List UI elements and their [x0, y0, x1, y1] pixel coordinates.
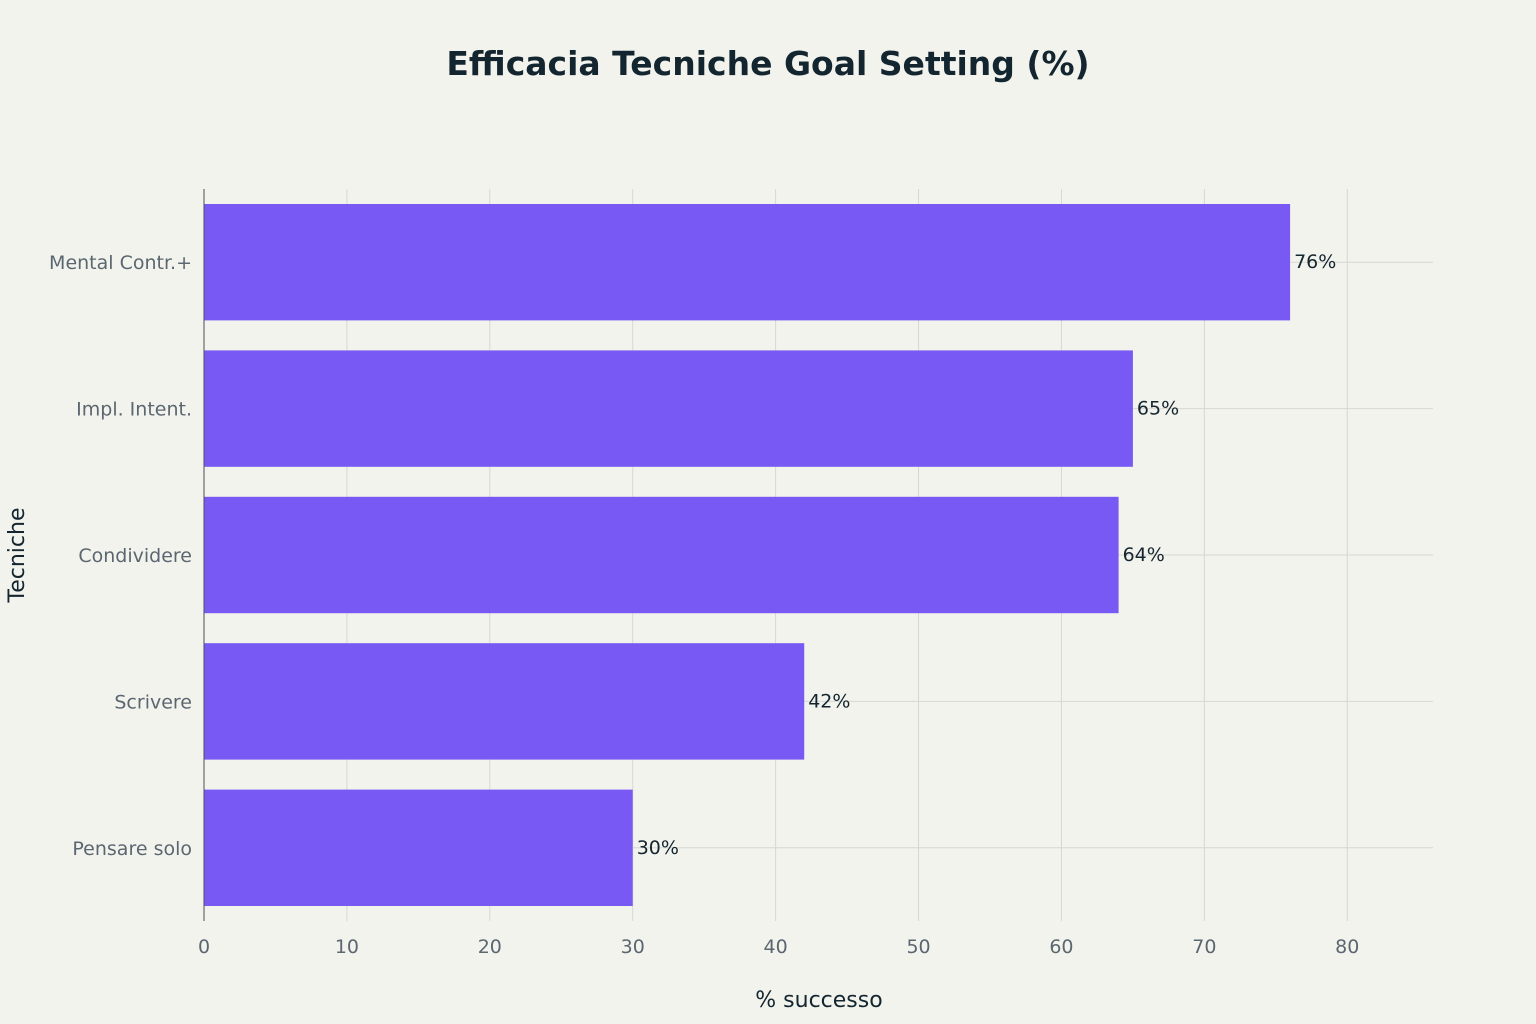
y-tick-label-4: Pensare solo — [72, 838, 192, 860]
bar-2 — [204, 496, 1119, 614]
data-label-2: 64% — [1123, 544, 1165, 566]
bar-1 — [204, 350, 1133, 467]
bar-4 — [204, 789, 633, 906]
data-label-1: 65% — [1137, 398, 1179, 420]
bar-0 — [204, 204, 1291, 321]
x-tick-label-3: 30 — [621, 936, 645, 958]
data-label-0: 76% — [1294, 251, 1336, 273]
x-tick-label-7: 70 — [1192, 936, 1216, 958]
y-tick-label-2: Condividere — [78, 545, 192, 567]
x-tick-label-5: 50 — [906, 936, 930, 958]
bar-3 — [204, 643, 805, 760]
data-label-3: 42% — [808, 690, 850, 712]
data-labels: 76% 65% 64% 42% 30% — [637, 251, 1337, 859]
data-label-4: 30% — [637, 837, 679, 859]
y-tick-label-3: Scrivere — [114, 691, 192, 713]
chart-title: Efficacia Tecniche Goal Setting (%) — [446, 44, 1089, 83]
x-tick-label-4: 40 — [764, 936, 788, 958]
x-tick-label-6: 60 — [1049, 936, 1073, 958]
x-tick-label-1: 10 — [335, 936, 359, 958]
bars — [204, 204, 1291, 906]
x-tick-label-0: 0 — [198, 936, 210, 958]
y-axis-title: Tecniche — [5, 508, 30, 604]
x-axis-title: % successo — [755, 988, 882, 1013]
x-tick-label-2: 20 — [478, 936, 502, 958]
x-tick-label-8: 80 — [1335, 936, 1359, 958]
y-axis-ticks: Mental Contr.+ Impl. Intent. Condividere Sc… — [49, 252, 192, 860]
y-tick-label-0: Mental Contr.+ — [49, 252, 192, 274]
x-axis-ticks: 0 10 20 30 40 50 60 70 80 — [198, 936, 1359, 958]
y-tick-label-1: Impl. Intent. — [76, 399, 192, 421]
